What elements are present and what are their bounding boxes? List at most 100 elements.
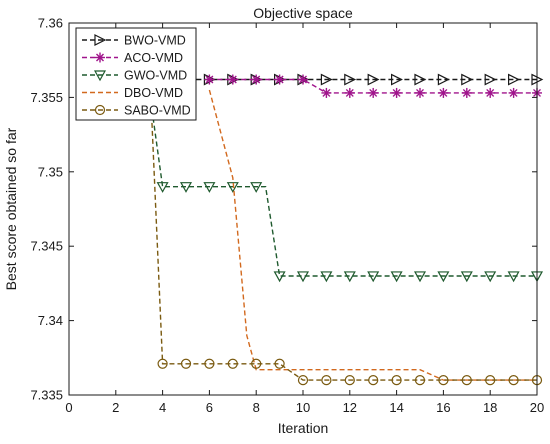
data-point-sabo-vmd — [321, 375, 332, 386]
series-line-aco-vmd — [209, 78, 537, 94]
legend-item-aco-vmd: ACO-VMD — [82, 51, 183, 65]
data-point-gwo-vmd — [250, 182, 263, 193]
legend: BWO-VMD ACO-VMD GWO-VMD DBO-VMD SABO-VMD — [75, 27, 197, 121]
x-tick-label: 0 — [65, 400, 72, 415]
data-point-aco-vmd — [461, 87, 472, 98]
data-point-gwo-vmd — [413, 271, 427, 283]
x-tick-label: 2 — [112, 400, 119, 415]
legend-item-gwo-vmd: GWO-VMD — [82, 69, 187, 83]
legend-item-dbo-vmd: DBO-VMD — [82, 86, 183, 100]
data-point-bwo-vmd — [391, 73, 403, 86]
data-point-sabo-vmd — [157, 358, 168, 369]
data-point-aco-vmd — [344, 87, 355, 98]
data-point-sabo-vmd — [508, 375, 519, 386]
data-point-gwo-vmd — [460, 271, 473, 283]
y-axis-title: Best score obtained so far — [3, 127, 19, 290]
y-tick-label: 7.355 — [30, 90, 63, 105]
asterisk-stroke — [345, 88, 354, 97]
data-point-aco-vmd — [321, 87, 332, 98]
data-point-sabo-vmd — [438, 375, 449, 386]
data-point-aco-vmd — [508, 87, 519, 98]
data-point-sabo-vmd — [485, 375, 496, 386]
legend-label: SABO-VMD — [124, 104, 191, 118]
legend-item-sabo-vmd: SABO-VMD — [82, 104, 191, 118]
data-point-aco-vmd — [391, 87, 402, 98]
y-tick-label: 7.36 — [38, 16, 63, 31]
asterisk-stroke — [96, 53, 104, 62]
legend-marker — [93, 70, 107, 82]
data-point-gwo-vmd — [484, 271, 497, 283]
x-axis: 0 2 4 6 8 10 12 14 16 18 20 — [65, 23, 544, 415]
data-point-aco-vmd — [415, 87, 425, 98]
legend-label: GWO-VMD — [124, 69, 187, 83]
data-point-sabo-vmd — [461, 375, 472, 386]
legend-label: BWO-VMD — [124, 34, 186, 48]
data-point-bwo-vmd — [320, 73, 333, 86]
asterisk-stroke — [252, 75, 261, 84]
data-point-gwo-vmd — [507, 271, 520, 283]
data-point-aco-vmd — [298, 74, 308, 85]
legend-item-bwo-vmd: BWO-VMD — [82, 34, 186, 48]
y-tick-label: 7.345 — [30, 239, 63, 254]
chart-title: Objective space — [253, 5, 353, 21]
y-tick-label: 7.34 — [38, 313, 63, 328]
data-point-gwo-vmd — [156, 182, 169, 193]
series-sabo-vmd — [150, 98, 543, 386]
x-tick-label: 12 — [343, 400, 357, 415]
data-point-gwo-vmd — [226, 182, 239, 193]
x-tick-label: 10 — [296, 400, 310, 415]
asterisk-stroke — [322, 88, 331, 97]
asterisk-stroke — [392, 88, 401, 97]
data-point-gwo-vmd — [203, 182, 216, 193]
x-tick-label: 14 — [389, 400, 403, 415]
data-point-bwo-vmd — [437, 73, 450, 86]
asterisk-stroke — [369, 88, 378, 97]
data-point-sabo-vmd — [227, 358, 238, 369]
data-point-gwo-vmd — [179, 182, 193, 193]
data-point-sabo-vmd — [180, 358, 192, 369]
data-point-sabo-vmd — [251, 358, 262, 369]
legend-marker — [94, 104, 106, 116]
legend-label: DBO-VMD — [124, 86, 183, 100]
y-axis: 7.335 7.34 7.345 7.35 7.355 7.36 — [30, 16, 537, 403]
asterisk-stroke — [439, 88, 448, 97]
data-point-aco-vmd — [251, 74, 262, 85]
y-tick-label: 7.35 — [38, 164, 63, 179]
asterisk-stroke — [416, 88, 424, 97]
data-point-sabo-vmd — [344, 375, 355, 386]
y-tick-label: 7.335 — [30, 388, 63, 403]
data-point-aco-vmd — [204, 74, 215, 85]
asterisk-stroke — [299, 75, 307, 84]
x-tick-label: 8 — [253, 400, 260, 415]
data-point-aco-vmd — [274, 74, 285, 85]
data-point-aco-vmd — [227, 74, 238, 85]
data-point-bwo-vmd — [461, 73, 474, 86]
data-point-sabo-vmd — [391, 375, 402, 386]
data-point-gwo-vmd — [320, 271, 333, 283]
data-point-gwo-vmd — [273, 271, 286, 283]
x-tick-label: 16 — [436, 400, 450, 415]
data-point-gwo-vmd — [296, 271, 310, 283]
x-axis-title: Iteration — [278, 420, 329, 436]
data-point-bwo-vmd — [484, 73, 497, 86]
series-line-gwo-vmd — [150, 101, 537, 277]
data-point-bwo-vmd — [344, 73, 357, 86]
legend-marker — [94, 34, 107, 46]
data-point-bwo-vmd — [367, 73, 380, 86]
x-tick-label: 4 — [159, 400, 166, 415]
data-point-aco-vmd — [438, 87, 449, 98]
asterisk-stroke — [275, 75, 284, 84]
data-point-bwo-vmd — [508, 73, 520, 86]
asterisk-stroke — [486, 88, 495, 97]
series-gwo-vmd — [150, 101, 544, 283]
asterisk-stroke — [228, 75, 237, 84]
data-point-gwo-vmd — [437, 271, 450, 283]
data-point-gwo-vmd — [390, 271, 403, 283]
data-point-sabo-vmd — [414, 375, 426, 386]
x-tick-label: 20 — [530, 400, 544, 415]
data-point-sabo-vmd — [297, 375, 309, 386]
legend-label: ACO-VMD — [124, 51, 183, 65]
data-point-sabo-vmd — [274, 358, 285, 369]
x-tick-label: 18 — [483, 400, 497, 415]
